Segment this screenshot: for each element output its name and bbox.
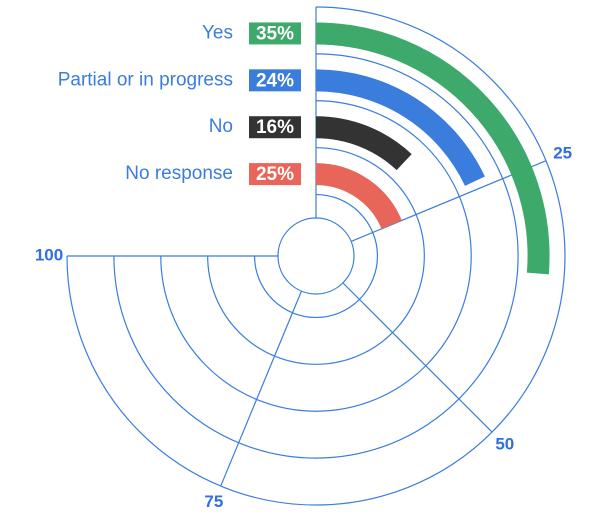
value-label: 35% [256,23,294,44]
category-label: Partial or in progress [58,69,233,90]
value-label-box [249,163,301,186]
value-label-box [249,69,301,92]
tick-label: 75 [204,492,223,511]
tick-label: 25 [553,143,572,162]
bar [315,116,412,171]
grid-line [342,282,493,433]
value-label-box [249,116,301,139]
category-label: No response [125,163,233,184]
bar [315,163,402,230]
value-label: 16% [256,117,294,138]
grid-line [220,290,303,487]
value-label: 24% [256,70,294,91]
tick-label: 50 [495,434,514,453]
bar [315,69,485,187]
value-label-box [249,22,301,45]
value-label: 25% [256,164,294,185]
category-label: Yes [202,22,233,43]
hole-ring [277,217,355,295]
tick-label: 100 [35,245,63,264]
bar [315,22,550,275]
category-label: No [209,116,233,137]
